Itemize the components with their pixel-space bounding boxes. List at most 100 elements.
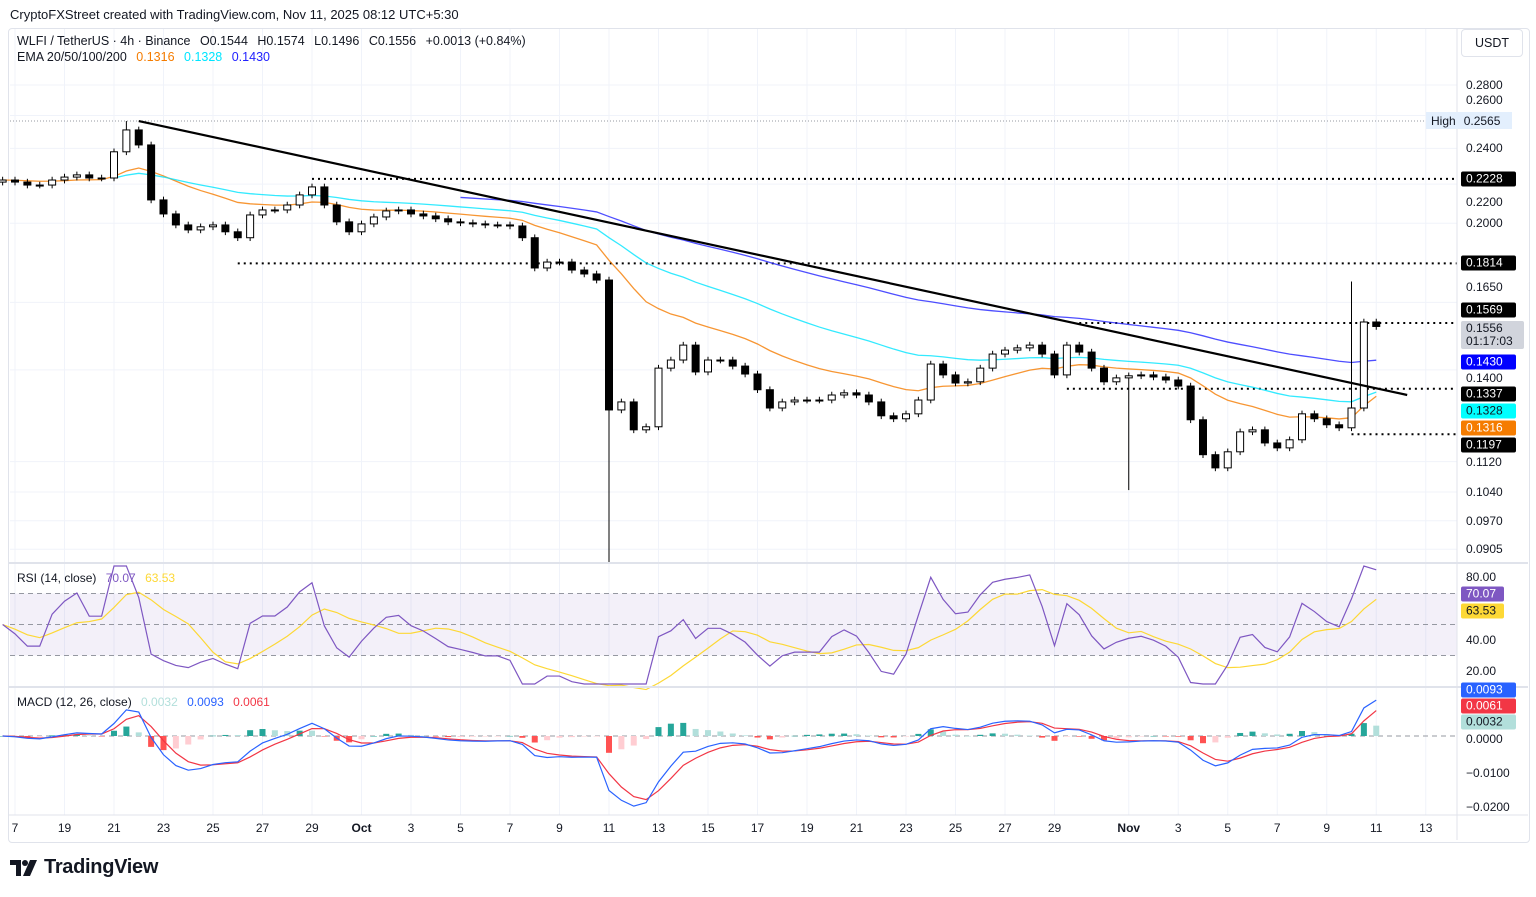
- macd-histogram-bar: [531, 736, 538, 743]
- rsi-tick-label: 40.00: [1466, 633, 1497, 647]
- rsi-label[interactable]: RSI (14, close): [17, 571, 97, 585]
- rsi-line: [2, 565, 1377, 685]
- macd-histogram-bar: [1373, 725, 1380, 736]
- candle-up: [1062, 344, 1071, 376]
- horizontal-levels: [10, 120, 1457, 436]
- rsi-legend: RSI (14, close) 70.07 63.53: [17, 571, 181, 585]
- price-marker-value: 0.1316: [1466, 420, 1503, 435]
- macd-histogram-bar: [135, 732, 142, 736]
- price-tick-label: 0.2000: [1466, 216, 1503, 231]
- macd-histogram-bar: [593, 736, 600, 737]
- candle-up: [1236, 431, 1245, 453]
- macd-histogram-bar: [1224, 736, 1231, 738]
- candle-down: [939, 363, 948, 376]
- candle-up: [283, 204, 292, 211]
- macd-label[interactable]: MACD (12, 26, close): [17, 695, 132, 709]
- high-value: H0.1574: [257, 34, 305, 48]
- macd-histogram-bar: [148, 736, 155, 747]
- price-tick-label: 0.1120: [1466, 454, 1502, 469]
- candle-up: [976, 367, 985, 383]
- price-marker: 0.1569: [1461, 302, 1516, 318]
- candle-up: [97, 177, 106, 180]
- macd-histogram-bar: [457, 736, 464, 737]
- candle-up: [196, 226, 205, 231]
- macd-signal-line: [2, 710, 1377, 801]
- candle-up: [1013, 347, 1022, 351]
- rsi-pane: [2, 565, 1457, 691]
- close-value: C0.1556: [368, 34, 417, 48]
- currency-button[interactable]: USDT: [1461, 29, 1523, 57]
- macd-histogram-bar: [49, 735, 56, 736]
- macd-histogram-bar: [271, 730, 278, 736]
- price-tick-label: 0.0905: [1466, 542, 1503, 557]
- macd-histogram-bar: [779, 736, 786, 738]
- macd-histogram-bar: [804, 734, 810, 736]
- macd-histogram-bar: [791, 735, 798, 737]
- time-axis-label: 17: [750, 821, 765, 835]
- macd-hist-value: 0.0032: [141, 695, 178, 709]
- macd-histogram-bar: [692, 728, 699, 736]
- candle-up: [369, 216, 378, 225]
- time-axis-label: 29: [1047, 821, 1062, 835]
- macd-histogram-bar: [1026, 735, 1033, 736]
- time-axis-label: 3: [407, 821, 415, 835]
- ema-50-line: [2, 167, 1377, 420]
- symbol-title[interactable]: WLFI / TetherUS · 4h · Binance: [17, 34, 191, 48]
- tradingview-logo[interactable]: TradingView: [10, 856, 158, 879]
- macd-histogram-bar: [630, 736, 637, 746]
- macd-histogram-bar: [655, 727, 662, 736]
- candle-up: [35, 184, 44, 187]
- candle-up: [654, 367, 663, 428]
- candle-down: [864, 394, 873, 403]
- candle-up: [679, 344, 688, 361]
- change-value: +0.0013 (+0.84%): [425, 34, 526, 48]
- candle-down: [765, 389, 774, 409]
- macd-histogram-bar: [1200, 736, 1206, 744]
- macd-histogram-bar: [185, 736, 192, 745]
- macd-histogram-bar: [358, 736, 365, 740]
- macd-histogram-bar: [828, 733, 835, 736]
- time-axis-label: 3: [1174, 821, 1182, 835]
- candle-down: [1273, 442, 1282, 449]
- candle-up: [1248, 429, 1257, 433]
- candle-up: [394, 209, 403, 212]
- candle-up: [988, 353, 997, 369]
- candle-up: [382, 210, 391, 218]
- candle-up: [716, 359, 725, 362]
- candle-down: [728, 359, 737, 367]
- macd-histogram-bar: [544, 736, 551, 741]
- candle-up: [0, 179, 7, 183]
- price-tick-label: 0.2800: [1466, 78, 1503, 92]
- candle-up: [926, 363, 935, 401]
- candle-up: [963, 381, 972, 384]
- time-axis-label: Nov: [1117, 821, 1141, 835]
- macd-histogram-bar: [754, 736, 761, 738]
- candle-down: [431, 215, 440, 220]
- candle-down: [159, 199, 168, 215]
- macd-histogram-bar: [853, 734, 860, 736]
- time-axis-label: 21: [849, 821, 864, 835]
- macd-histogram-bar: [865, 735, 872, 736]
- logo-text: TradingView: [44, 856, 159, 878]
- candle-up: [60, 176, 69, 181]
- ema-label[interactable]: EMA 20/50/100/200: [17, 50, 127, 64]
- price-tick-label: 0.1040: [1466, 485, 1503, 500]
- macd-histogram-bar: [1274, 734, 1281, 736]
- macd-histogram-bar: [259, 729, 266, 736]
- candle-down: [741, 365, 750, 375]
- macd-histogram-bar: [841, 733, 848, 736]
- candle-up: [1223, 451, 1232, 469]
- rsi-tick-label: 20.00: [1466, 664, 1497, 678]
- macd-histogram-bar: [507, 735, 513, 737]
- macd-histogram-bar: [742, 735, 749, 736]
- price-marker: 0.1556 01:17:03: [1461, 321, 1524, 349]
- candle-up: [543, 261, 552, 269]
- macd-histogram-bar: [98, 736, 105, 737]
- candle-up: [1285, 439, 1294, 449]
- macd-histogram-bar: [309, 730, 315, 736]
- time-axis-label: 19: [800, 821, 814, 835]
- macd-histogram-bar: [1261, 733, 1268, 736]
- ema-value-2: 0.1328: [184, 50, 223, 64]
- candle-up: [110, 151, 118, 179]
